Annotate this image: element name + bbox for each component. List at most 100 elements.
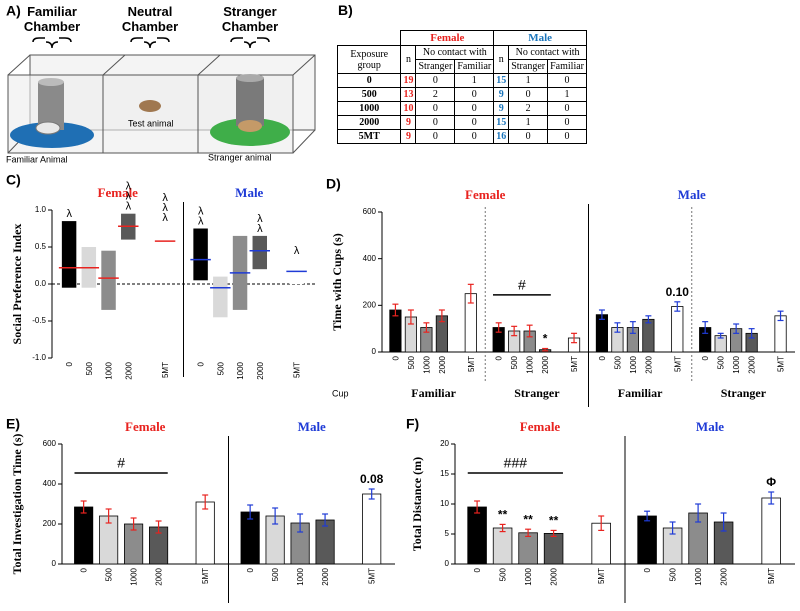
chart: C) Social Preference Index -1.0 -0.5 0.0 0.5 1…: [6, 172, 315, 380]
error-bar: [202, 494, 209, 510]
bracket-label: #: [117, 455, 125, 471]
bar: [240, 511, 260, 565]
error-bar: [674, 301, 681, 312]
x-tick-label: 5MT: [767, 568, 776, 584]
error-bar: [525, 528, 532, 538]
test-animal: [139, 100, 161, 112]
y-tick-label: 20: [440, 439, 449, 448]
table-cell: 0: [547, 115, 587, 130]
chart: F) Total Distance (m) 0 5 10 15 20 Female 0 500 **…: [406, 416, 795, 603]
x-tick-label: 2000: [720, 567, 729, 585]
table-cell: 0: [547, 73, 587, 88]
panel-label: E): [6, 416, 20, 432]
cup-top: [38, 78, 64, 86]
y-tick-label: -1.0: [32, 353, 46, 362]
error-bar: [733, 323, 740, 334]
annotation: **: [498, 508, 508, 522]
x-tick-label: 2000: [541, 355, 550, 373]
x-tick-label: 2000: [550, 567, 559, 585]
table-cell: 0: [454, 115, 495, 130]
x-tick-label: 500: [613, 355, 622, 369]
section-header: Male: [235, 185, 263, 200]
section-header: Female: [98, 185, 139, 200]
x-tick-label: 0: [643, 567, 652, 572]
table-cell: 19: [400, 73, 417, 88]
x-tick-label: 1000: [130, 567, 139, 585]
bar: [761, 497, 781, 565]
error-bar: [495, 322, 502, 333]
data-row: 500 13 2 0 9 0 1: [336, 87, 587, 102]
x-tick-label: 0: [197, 361, 206, 366]
error-bar: [571, 332, 578, 344]
error-bar: [645, 315, 652, 324]
column-header: Exposure group: [336, 45, 402, 74]
table-cell: 0: [508, 129, 549, 144]
x-tick-label: 2000: [644, 355, 653, 373]
column-header: Familiar: [547, 59, 587, 74]
error-bar: [155, 520, 162, 534]
annotation: **: [523, 512, 533, 526]
error-bar: [614, 322, 621, 333]
x-tick-label: 5MT: [293, 362, 302, 378]
error-bar: [598, 515, 605, 532]
y-tick-label: 0.5: [35, 242, 47, 251]
y-tick-label: 200: [363, 300, 377, 309]
x-tick-label: 5MT: [368, 568, 377, 584]
y-tick-label: 15: [440, 469, 449, 478]
panel-label: A): [6, 3, 21, 19]
table-cell: 500: [336, 87, 402, 102]
column-header: Familiar: [454, 59, 495, 74]
table-container: Female Male Exposure group n No contact with…: [336, 30, 587, 144]
x-tick-label: 2000: [124, 361, 133, 379]
error-bar: [438, 309, 445, 323]
table-cell: 1: [508, 73, 549, 88]
x-tick-label: 2000: [748, 355, 757, 373]
y-tick-label: 0.0: [35, 279, 47, 288]
annotation: 0.10: [666, 285, 690, 299]
x-tick-label: 0: [473, 567, 482, 572]
y-tick-label: 1.0: [35, 205, 47, 214]
bar: [467, 506, 487, 565]
table-cell: 9: [400, 115, 417, 130]
x-tick-label: 5MT: [201, 568, 210, 584]
annotation: Φ: [766, 475, 776, 489]
x-tick-label: 500: [85, 361, 94, 375]
table-cell: 0: [454, 87, 495, 102]
x-tick-label: 500: [105, 567, 114, 581]
column-header: Stranger: [508, 59, 549, 74]
y-axis-label: Total Investigation Time (s): [10, 434, 24, 575]
x-tick-label: 0: [391, 355, 400, 360]
y-tick-label: 0: [52, 559, 57, 568]
x-tick-label: 0: [495, 355, 504, 360]
table-cell: 0: [547, 129, 587, 144]
table-cell: 15: [493, 115, 510, 130]
error-bar: [748, 328, 755, 339]
header-cell: [337, 30, 402, 46]
table-cell: 0: [415, 73, 456, 88]
x-tick-label: 1000: [236, 361, 245, 379]
table-cell: 0: [415, 129, 456, 144]
table-cell: 2: [415, 87, 456, 102]
y-tick-label: 400: [363, 254, 377, 263]
sex-header: Female: [400, 30, 495, 46]
error-bar: [526, 324, 533, 338]
group-label: Familiar: [618, 386, 663, 400]
header-row: Female Male: [337, 30, 587, 46]
table-cell: 0: [547, 101, 587, 116]
table-cell: 1: [454, 73, 495, 88]
y-tick-label: 600: [363, 207, 377, 216]
annotation: λλλ: [159, 192, 171, 222]
x-tick-label: 2000: [155, 567, 164, 585]
bar: [362, 493, 382, 565]
section-header: Male: [696, 419, 724, 434]
animal-label: Familiar Animal: [6, 154, 68, 164]
error-bar: [542, 347, 549, 352]
x-tick-label: 1000: [629, 355, 638, 373]
error-bar: [368, 488, 375, 500]
x-tick-label: 2000: [256, 361, 265, 379]
range-box: [193, 228, 208, 281]
error-bar: [80, 500, 87, 514]
y-tick-label: 0: [445, 559, 450, 568]
table-cell: 9: [400, 129, 417, 144]
